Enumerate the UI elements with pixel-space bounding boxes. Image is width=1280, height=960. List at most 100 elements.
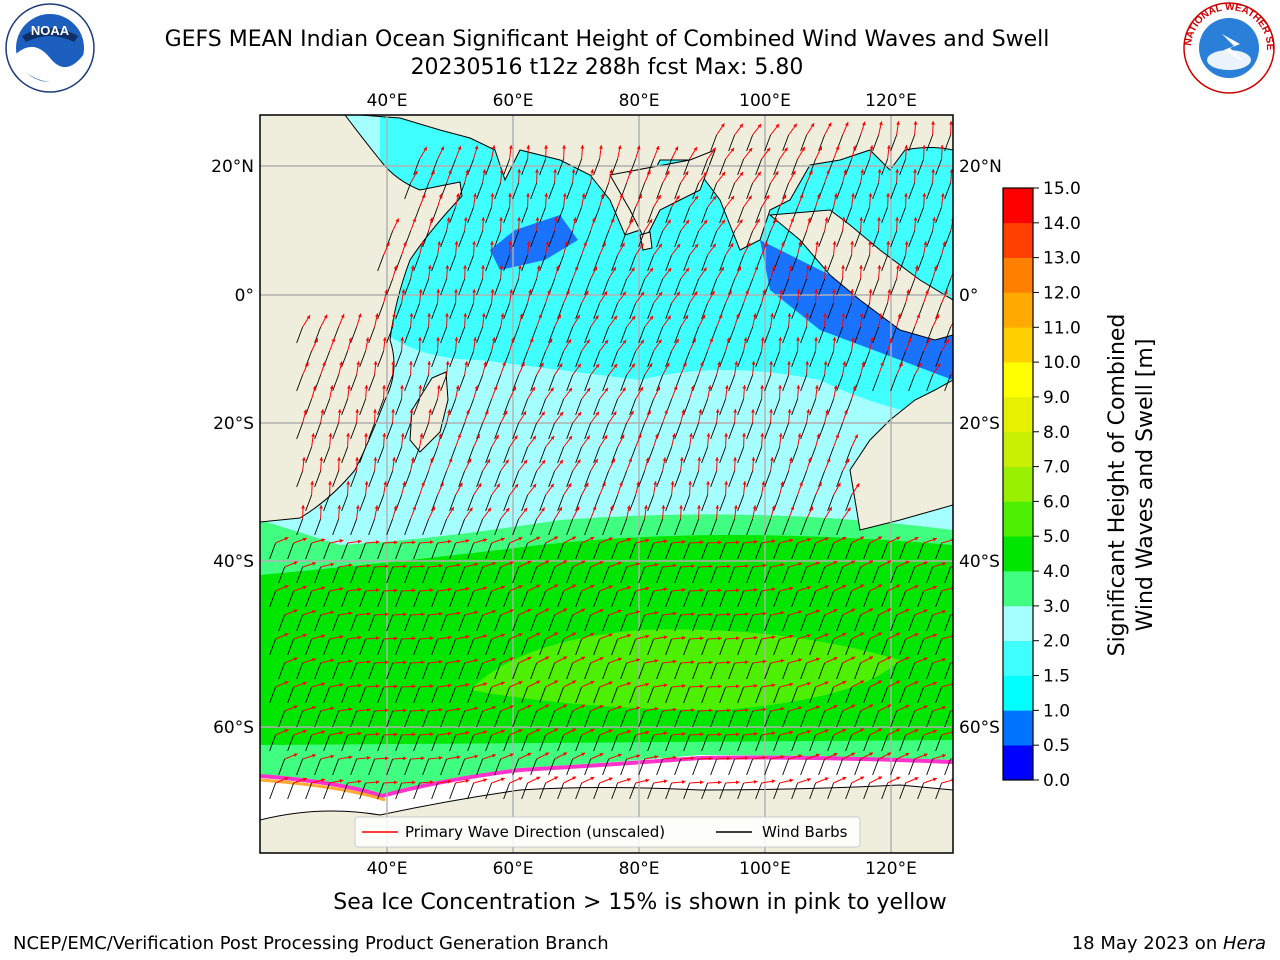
wave-arrow-head — [496, 483, 500, 488]
wave-arrow-head — [753, 731, 758, 736]
wave-arrow-head — [523, 459, 528, 464]
wind-barb — [944, 758, 952, 776]
wind-barb — [674, 758, 682, 776]
wave-arrow-head — [337, 505, 342, 509]
wave-arrow-head — [604, 339, 609, 344]
wind-barb — [908, 614, 916, 632]
wind-barb — [323, 398, 331, 416]
wind-barb — [845, 782, 853, 800]
wind-barb — [827, 494, 835, 512]
wave-arrow-head — [799, 481, 803, 486]
wave-arrow-head — [629, 218, 634, 223]
wind-barb — [656, 182, 664, 200]
wind-barb — [494, 662, 502, 680]
wave-arrow-head — [420, 612, 425, 617]
wave-arrow-head — [737, 266, 742, 271]
wind-barb — [863, 782, 871, 800]
wave-arrow-head — [373, 457, 378, 461]
wave-arrow-head — [581, 608, 586, 613]
wave-arrow-head — [823, 361, 828, 365]
wave-arrow-head — [608, 681, 613, 685]
wind-barb — [683, 734, 691, 752]
wave-arrow-head — [693, 291, 698, 296]
wind-barb — [395, 734, 403, 752]
wind-barb — [314, 758, 322, 776]
wave-arrow-head — [448, 458, 453, 462]
wind-barb — [638, 710, 646, 728]
wave-arrow-head — [418, 337, 422, 341]
wave-arrow-head — [685, 219, 690, 224]
wave-arrow-head — [409, 409, 414, 413]
wave-arrow-head — [346, 481, 351, 485]
wave-arrow-head — [348, 707, 353, 712]
wave-arrow-head — [555, 265, 560, 270]
wind-barb — [458, 614, 466, 632]
wind-barb — [539, 254, 547, 272]
wave-arrow-head — [932, 729, 937, 734]
wind-barb — [746, 566, 754, 584]
wind-barb — [332, 710, 340, 728]
wave-arrow-head — [735, 636, 740, 641]
wind-barb — [836, 566, 844, 584]
lon-tick-bottom: 80°E — [619, 859, 660, 879]
wind-barb — [593, 734, 601, 752]
wave-arrow-head — [603, 291, 608, 296]
wave-arrow-head — [446, 217, 451, 222]
wave-arrow-head — [779, 289, 784, 293]
wave-arrow-head — [679, 505, 683, 509]
wave-arrow-head — [557, 314, 561, 319]
wind-barb — [944, 662, 952, 680]
wave-arrow-head — [869, 145, 874, 150]
wave-arrow-head — [833, 561, 838, 565]
wave-arrow-head — [321, 634, 326, 639]
wave-arrow-head — [284, 729, 289, 733]
nws-logo: NATIONAL WEATHER SERVICE — [0, 0, 1275, 94]
wave-arrow-head — [572, 776, 577, 781]
wind-barb — [287, 590, 295, 608]
wave-arrow-head — [748, 147, 753, 152]
colorbar-tick-label: 9.0 — [1043, 388, 1070, 408]
wave-arrow-head — [923, 561, 928, 565]
wave-arrow-head — [384, 756, 389, 761]
wave-arrow-head — [541, 459, 546, 464]
wind-barb — [458, 710, 466, 728]
wave-arrow-head — [599, 561, 604, 565]
wave-arrow-head — [568, 387, 573, 392]
wind-barb — [656, 230, 664, 248]
wave-arrow-head — [538, 313, 543, 318]
wave-arrow-head — [382, 433, 387, 437]
colorbar — [1003, 188, 1033, 781]
wave-arrow-head — [717, 780, 722, 785]
wind-barb — [917, 254, 925, 272]
wave-arrow-head — [474, 706, 479, 711]
wind-barb — [737, 398, 745, 416]
wave-arrow-head — [456, 563, 461, 568]
wave-arrow-head — [639, 387, 643, 392]
wave-arrow-head — [658, 291, 663, 296]
wave-arrow-head — [348, 611, 353, 616]
wind-barb — [467, 782, 475, 800]
wind-barb — [296, 518, 304, 536]
wave-arrow-head — [810, 123, 815, 128]
wave-arrow-head — [487, 507, 492, 512]
wave-arrow-head — [724, 433, 728, 437]
wave-arrow-head — [355, 457, 359, 461]
wave-arrow-head — [481, 265, 485, 269]
wind-barb — [674, 326, 682, 344]
wind-barb — [548, 614, 556, 632]
wave-arrow-head — [789, 682, 794, 687]
wave-arrow-head — [562, 145, 566, 149]
wave-arrow-head — [339, 539, 344, 543]
wind-barb — [647, 638, 655, 656]
wave-arrow-head — [717, 540, 722, 545]
wave-arrow-head — [681, 684, 686, 688]
wind-barb — [593, 446, 601, 464]
wave-arrow-head — [526, 145, 531, 149]
wave-arrow-head — [718, 314, 723, 319]
wind-barb — [611, 254, 619, 272]
wave-arrow-head — [312, 561, 316, 566]
wave-arrow-head — [536, 584, 541, 589]
footer-date: 18 May 2023 on Hera — [1072, 933, 1266, 954]
wind-barb — [422, 566, 430, 584]
wind-barb — [773, 398, 781, 416]
